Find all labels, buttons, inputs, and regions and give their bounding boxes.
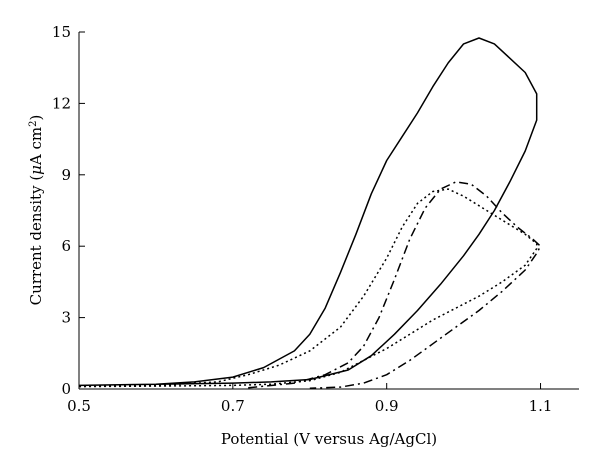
y-tick-label: 15 xyxy=(52,23,71,41)
y-tick-label: 0 xyxy=(61,380,71,398)
y-axis-title-suffix: ) xyxy=(27,115,45,121)
axes xyxy=(78,32,579,390)
series-line-solid xyxy=(78,37,538,387)
series-line-dotted xyxy=(78,188,538,388)
x-tick-label: 0.5 xyxy=(67,397,91,415)
y-tick-label: 3 xyxy=(61,309,71,327)
x-tick-label: 0.9 xyxy=(375,397,399,415)
x-tick-label: 0.7 xyxy=(221,397,245,415)
y-axis-title-prefix: Current density ( xyxy=(27,175,45,306)
series-line-dashdot xyxy=(248,181,542,390)
plot-area xyxy=(78,37,542,390)
y-axis-title-unit: A cm xyxy=(27,127,45,166)
y-axis-title-mu: μ xyxy=(27,165,45,175)
y-tick-label: 6 xyxy=(61,237,71,255)
y-axis-title-sup: 2 xyxy=(28,120,39,126)
y-tick-label: 9 xyxy=(61,166,71,184)
y-tick-label: 12 xyxy=(52,94,71,112)
x-tick-label: 1.1 xyxy=(529,397,553,415)
x-axis-title: Potential (V versus Ag/AgCl) xyxy=(221,430,437,448)
ticks: 0.5 0.7 0.9 1.1 0 3 6 9 12 15 xyxy=(52,23,553,415)
y-axis-title: Current density (μA cm2) xyxy=(27,115,45,306)
